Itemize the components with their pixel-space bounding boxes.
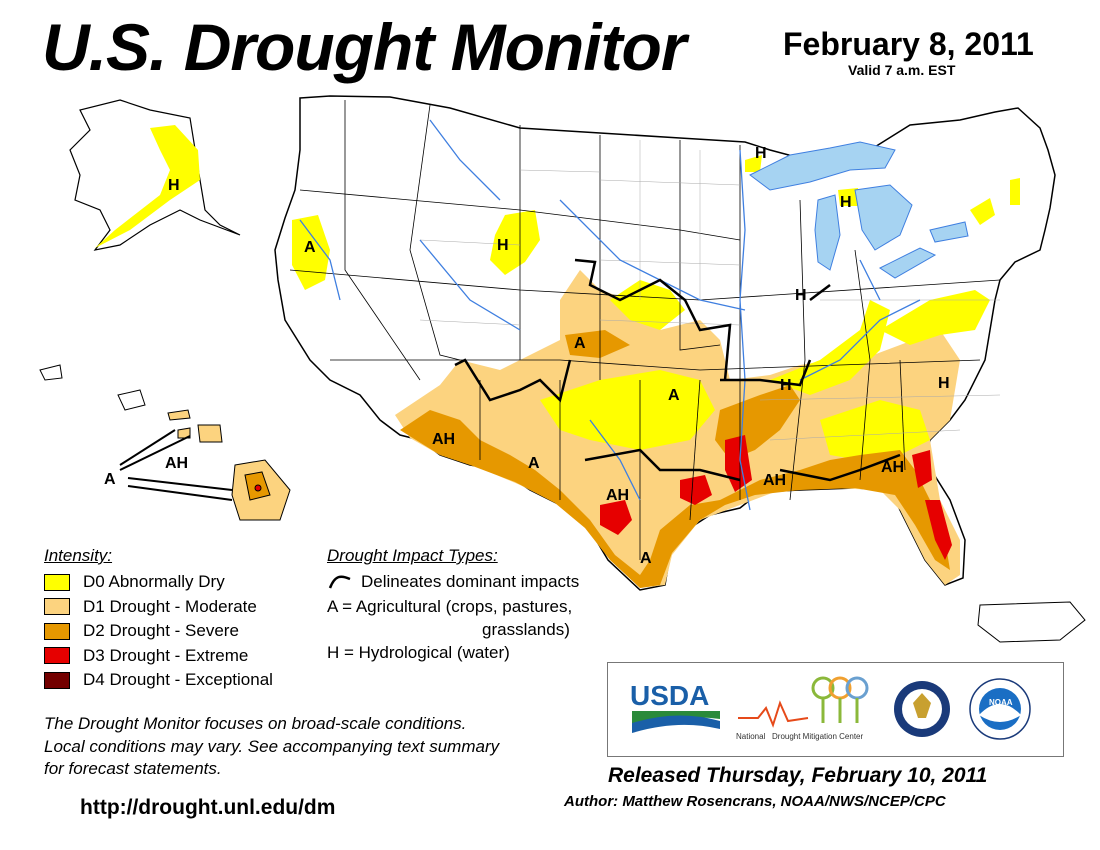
noaa-logo: NOAA (969, 678, 1031, 740)
label-superior-h: H (755, 145, 767, 162)
commerce-seal (894, 681, 950, 737)
label-newmexico-a: A (528, 455, 540, 472)
d2-swatch (44, 622, 70, 640)
d0-maine (1010, 178, 1020, 205)
impact-agricultural-cont: grasslands) (482, 620, 570, 639)
label-oklahoma-a: A (668, 387, 680, 404)
d0-southeast-fringe (880, 290, 990, 345)
legend-item-d0: D0 Abnormally Dry (44, 570, 273, 595)
label-mississippi-ah: AH (763, 472, 786, 489)
ndmc-text-1: National (736, 732, 766, 741)
disclaimer-line: The Drought Monitor focuses on broad-sca… (44, 714, 467, 733)
lake-michigan (814, 194, 841, 271)
label-alaska-h: H (168, 177, 180, 194)
d3-georgia (912, 450, 932, 488)
lake-superior (749, 141, 896, 191)
lake-erie (879, 247, 937, 279)
d0-swatch (44, 573, 70, 591)
partner-logos: USDA National Drought Mitigation Center … (607, 662, 1064, 757)
impact-legend: Drought Impact Types: Delineates dominan… (327, 546, 579, 666)
alaska-d0 (95, 125, 200, 248)
d2-southwest (400, 410, 950, 588)
d3-swatch (44, 647, 70, 665)
d4-swatch (44, 671, 70, 689)
label-tennessee-h: H (780, 377, 792, 394)
d3-east-texas (680, 475, 712, 505)
county-lines (419, 140, 1001, 441)
label-hawaii-ah: AH (165, 455, 188, 472)
impact-delineation: Delineates dominant impacts (327, 570, 579, 595)
legend-label: D4 Drought - Exceptional (83, 670, 273, 690)
lake-huron (854, 184, 913, 251)
d2-oklahoma (565, 330, 630, 358)
author-credit: Author: Matthew Rosencrans, NOAA/NWS/NCE… (564, 793, 946, 810)
d3-south-texas (600, 500, 632, 535)
d1-swatch (44, 598, 70, 616)
disclaimer-line: for forecast statements. (44, 759, 222, 778)
ndmc-logo: National Drought Mitigation Center (736, 676, 869, 741)
d0-wyoming (490, 210, 540, 275)
rivers (299, 119, 921, 511)
page-title: U.S. Drought Monitor (42, 10, 687, 84)
label-wyoming-h: H (497, 237, 509, 254)
legend-label: D0 Abnormally Dry (83, 572, 225, 592)
lake-ontario (929, 221, 969, 243)
alaska (69, 99, 241, 251)
delineation-line-icon (328, 575, 351, 589)
d0-upper-michigan (745, 155, 762, 172)
label-michigan-h: H (840, 194, 852, 211)
legend-heading: Intensity: (44, 546, 113, 565)
noaa-text: NOAA (989, 698, 1013, 707)
disclaimer-line: Local conditions may vary. See accompany… (44, 736, 500, 756)
map-date: February 8, 2011 (783, 26, 1034, 62)
disclaimer: The Drought Monitor focuses on broad-sca… (44, 713, 499, 781)
legend-item-d1: D1 Drought - Moderate (44, 595, 273, 620)
valid-time: Valid 7 a.m. EST (848, 62, 956, 78)
d0-south-plains (540, 370, 715, 450)
legend-item-d2: D2 Drought - Severe (44, 619, 273, 644)
label-colorado-a: A (574, 335, 586, 352)
puerto-rico (977, 601, 1086, 643)
usda-logo: USDA (630, 680, 720, 733)
legend-item-d4: D4 Drought - Exceptional (44, 668, 273, 693)
d0-new-england (970, 198, 995, 225)
d0-michigan (838, 188, 860, 206)
usda-text: USDA (630, 680, 709, 711)
label-carolina-h: H (938, 375, 950, 392)
website-link[interactable]: http://drought.unl.edu/dm (80, 796, 336, 819)
legend-label: D1 Drought - Moderate (83, 596, 257, 616)
impact-hydrological: H = Hydrological (water) (327, 643, 510, 663)
legend-item-d3: D3 Drought - Extreme (44, 644, 273, 669)
hawaii (39, 364, 291, 521)
legend-label: D3 Drought - Extreme (83, 645, 249, 665)
label-texas-ah: AH (606, 487, 629, 504)
d3-florida (925, 500, 952, 560)
logos-graphic: USDA National Drought Mitigation Center … (630, 676, 1031, 741)
d0-ohio-valley (770, 300, 890, 395)
label-hawaii-a: A (104, 471, 116, 488)
delineation-label: Delineates dominant impacts (361, 572, 580, 592)
intensity-legend: Intensity: D0 Abnormally Dry D1 Drought … (44, 546, 273, 693)
d0-kansas (610, 280, 685, 330)
ndmc-text-2: Drought Mitigation Center (772, 732, 863, 741)
label-georgia-ah: AH (881, 459, 904, 476)
label-indiana-h: H (795, 287, 807, 304)
impact-agricultural: A = Agricultural (crops, pastures, (327, 596, 573, 616)
label-gulf-a: A (640, 550, 652, 567)
impact-heading: Drought Impact Types: (327, 546, 498, 565)
label-california-a: A (304, 239, 316, 256)
impact-boundaries (454, 258, 901, 482)
legend-label: D2 Drought - Severe (83, 621, 239, 641)
label-arizona-ah: AH (432, 431, 455, 448)
release-date: Released Thursday, February 10, 2011 (608, 764, 988, 787)
